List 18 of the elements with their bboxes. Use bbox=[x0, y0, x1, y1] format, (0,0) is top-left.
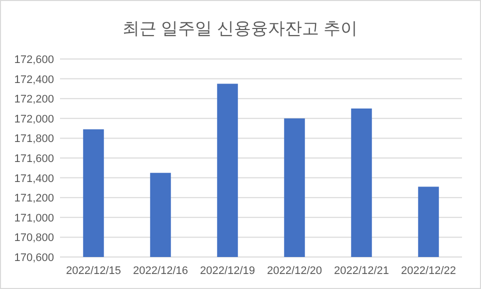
y-tick-label: 172,600 bbox=[14, 54, 54, 66]
y-tick-label: 172,400 bbox=[14, 74, 54, 86]
x-tick-label: 2022/12/22 bbox=[400, 265, 456, 277]
y-tick-label: 172,000 bbox=[14, 113, 54, 126]
x-tick-label: 2022/12/15 bbox=[66, 265, 122, 277]
y-tick-label: 171,800 bbox=[14, 133, 54, 146]
y-tick-label: 171,000 bbox=[14, 212, 54, 224]
x-tick-label: 2022/12/19 bbox=[200, 265, 256, 277]
y-tick-label: 172,200 bbox=[14, 94, 54, 106]
y-tick-label: 171,200 bbox=[14, 192, 54, 205]
title: 최근 일주일 신용융자잔고 추이 bbox=[122, 19, 358, 38]
x-tick-label: 2022/12/16 bbox=[132, 265, 188, 277]
y-tick-label: 170,600 bbox=[14, 252, 54, 264]
y-tick-label: 171,400 bbox=[14, 172, 54, 185]
y-tick-label: 170,800 bbox=[14, 232, 54, 244]
y-tick-label: 171,600 bbox=[14, 153, 54, 165]
x-tick-label: 2022/12/20 bbox=[266, 265, 322, 277]
x-tick-label: 2022/12/21 bbox=[334, 265, 390, 277]
